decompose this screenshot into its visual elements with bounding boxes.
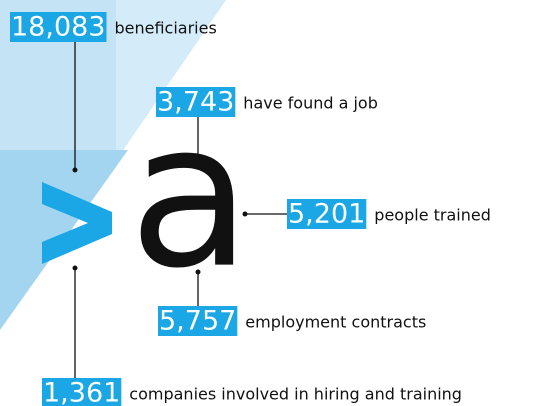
number-box <box>158 306 238 336</box>
connector-dot <box>72 167 78 173</box>
label: beneficiaries <box>114 19 216 38</box>
logo-chevron <box>42 182 112 264</box>
connector-dot <box>242 211 248 217</box>
number: 18,083 <box>11 12 105 43</box>
number-box <box>42 378 122 406</box>
number: 5,201 <box>288 199 365 230</box>
number-box <box>287 199 367 229</box>
number: 5,757 <box>159 306 236 337</box>
label: companies involved in hiring and trainin… <box>129 385 462 404</box>
connector-dot <box>72 265 78 271</box>
connector-dot <box>195 269 201 275</box>
items: 18,083 beneficiaries 3,743 have found a job… <box>10 12 491 406</box>
number: 3,743 <box>157 87 234 118</box>
label: people trained <box>374 206 491 225</box>
number-box <box>156 87 236 117</box>
label: have found a job <box>243 94 378 113</box>
connector-dot <box>195 159 201 165</box>
label: employment contracts <box>245 313 426 332</box>
number-box <box>10 12 107 42</box>
logo-letter: a <box>129 80 252 313</box>
number: 1,361 <box>43 378 120 406</box>
